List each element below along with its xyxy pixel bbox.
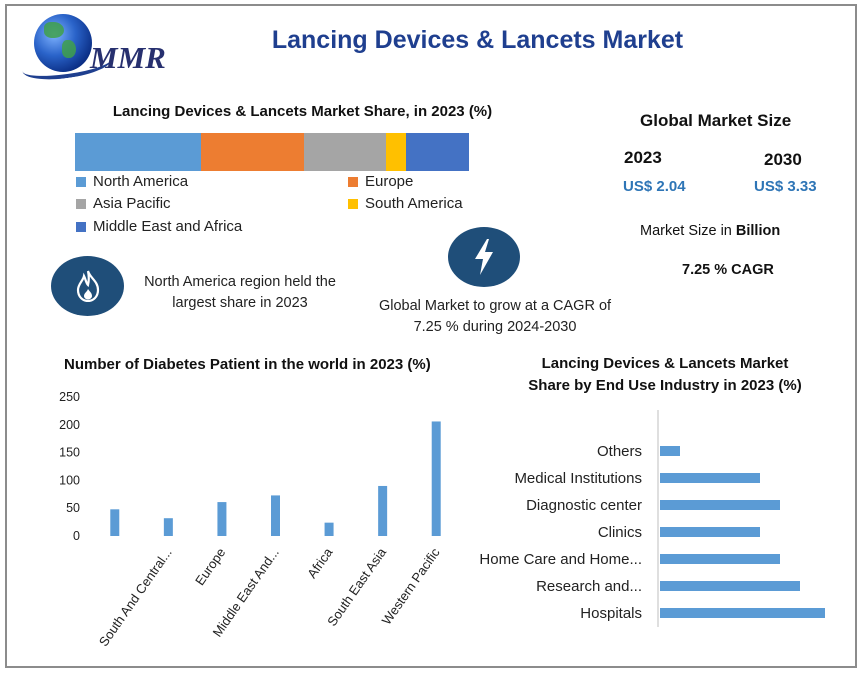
legend-swatch <box>76 198 86 209</box>
globe-land-shape <box>62 40 76 58</box>
legend-label: Europe <box>365 173 414 190</box>
end-use-chart-title-line1: Lancing Devices & Lancets Market <box>541 355 789 372</box>
end-use-bar <box>660 554 780 564</box>
value-2023: US$ 2.04 <box>623 178 686 195</box>
end-use-category-label: Diagnostic center <box>526 497 642 514</box>
end-use-bar <box>660 446 680 456</box>
end-use-bar <box>660 473 760 483</box>
diabetes-bar <box>431 421 441 536</box>
stacked-share-bar <box>75 133 469 171</box>
market-size-title: Global Market Size <box>640 111 792 130</box>
end-use-chart-title-line2: Share by End Use Industry in 2023 (%) <box>528 377 802 394</box>
diabetes-bar <box>271 495 280 536</box>
end-use-bar-chart: Others Medical Institutions Diagnostic cen… <box>479 410 825 627</box>
x-category-label: Europe <box>192 545 228 588</box>
flame-icon <box>51 256 124 316</box>
end-use-bar <box>660 581 800 591</box>
share-segment <box>405 133 469 171</box>
diabetes-bar <box>378 485 388 536</box>
legend-europe: Europe <box>348 173 413 190</box>
lightning-icon <box>448 227 520 287</box>
diabetes-bar <box>324 522 334 536</box>
region-callout-text: North America region held the largest sh… <box>144 274 336 311</box>
legend-north-america: North America <box>76 173 188 190</box>
globe-land-shape <box>44 22 64 38</box>
share-segment <box>201 133 304 171</box>
end-use-category-label: Hospitals <box>580 605 642 622</box>
share-segment <box>386 133 406 171</box>
legend-south-america: South America <box>348 195 463 212</box>
legend-swatch <box>76 176 86 187</box>
legend-label: Asia Pacific <box>93 195 171 212</box>
end-use-category-label: Home Care and Home... <box>479 551 642 568</box>
y-tick-label: 250 <box>59 390 80 404</box>
flame-icon-svg <box>76 270 99 302</box>
value-2030: US$ 3.33 <box>754 178 817 195</box>
diabetes-bar <box>163 518 173 536</box>
end-use-bar <box>660 527 760 537</box>
y-tick-label: 200 <box>59 418 80 432</box>
x-category-label: South And Central... <box>96 545 175 649</box>
lightning-icon-svg <box>475 239 493 275</box>
legend-label: South America <box>365 195 463 212</box>
end-use-category-label: Clinics <box>598 524 642 541</box>
end-use-category-label: Medical Institutions <box>514 470 642 487</box>
diabetes-bar <box>110 509 120 536</box>
x-category-label: Africa <box>304 544 336 580</box>
end-use-category-label: Others <box>597 443 642 460</box>
year-2030: 2030 <box>764 150 802 169</box>
unit-note-prefix: Market Size in <box>640 223 736 239</box>
growth-callout-text: Global Market to grow at a CAGR of 7.25 … <box>378 298 612 335</box>
x-category-label: Western Pacific <box>379 545 443 628</box>
diabetes-bar <box>217 502 227 536</box>
logo-text: MMR <box>90 40 166 75</box>
end-use-bar <box>660 608 825 618</box>
infographic-frame <box>5 4 857 668</box>
y-tick-label: 150 <box>59 446 80 460</box>
legend-label: Middle East and Africa <box>93 218 243 235</box>
diabetes-chart-title: Number of Diabetes Patient in the world … <box>64 356 431 373</box>
y-tick-label: 50 <box>66 501 80 515</box>
share-segment <box>303 133 387 171</box>
year-2023: 2023 <box>624 148 662 167</box>
legend-asia-pacific: Asia Pacific <box>76 195 171 212</box>
legend-label: North America <box>93 173 189 190</box>
cagr-value: 7.25 % CAGR <box>682 262 774 278</box>
legend-swatch <box>348 198 358 209</box>
diabetes-bar-chart: 0 50 100 150 200 250 South And Central... Europ… <box>59 390 443 649</box>
y-tick-label: 0 <box>73 529 80 543</box>
unit-note-bold: Billion <box>735 223 781 239</box>
share-segment <box>75 133 202 171</box>
page-title: Lancing Devices & Lancets Market <box>271 26 684 54</box>
legend-middle-east-africa: Middle East and Africa <box>76 218 242 235</box>
end-use-bar <box>660 500 780 510</box>
market-size-unit-note: Market Size in Billion <box>640 223 780 239</box>
share-chart-title: Lancing Devices & Lancets Market Share, … <box>112 103 493 120</box>
legend-swatch <box>76 221 86 232</box>
y-tick-label: 100 <box>59 473 80 487</box>
end-use-category-label: Research and... <box>536 578 642 595</box>
legend-swatch <box>348 176 358 187</box>
